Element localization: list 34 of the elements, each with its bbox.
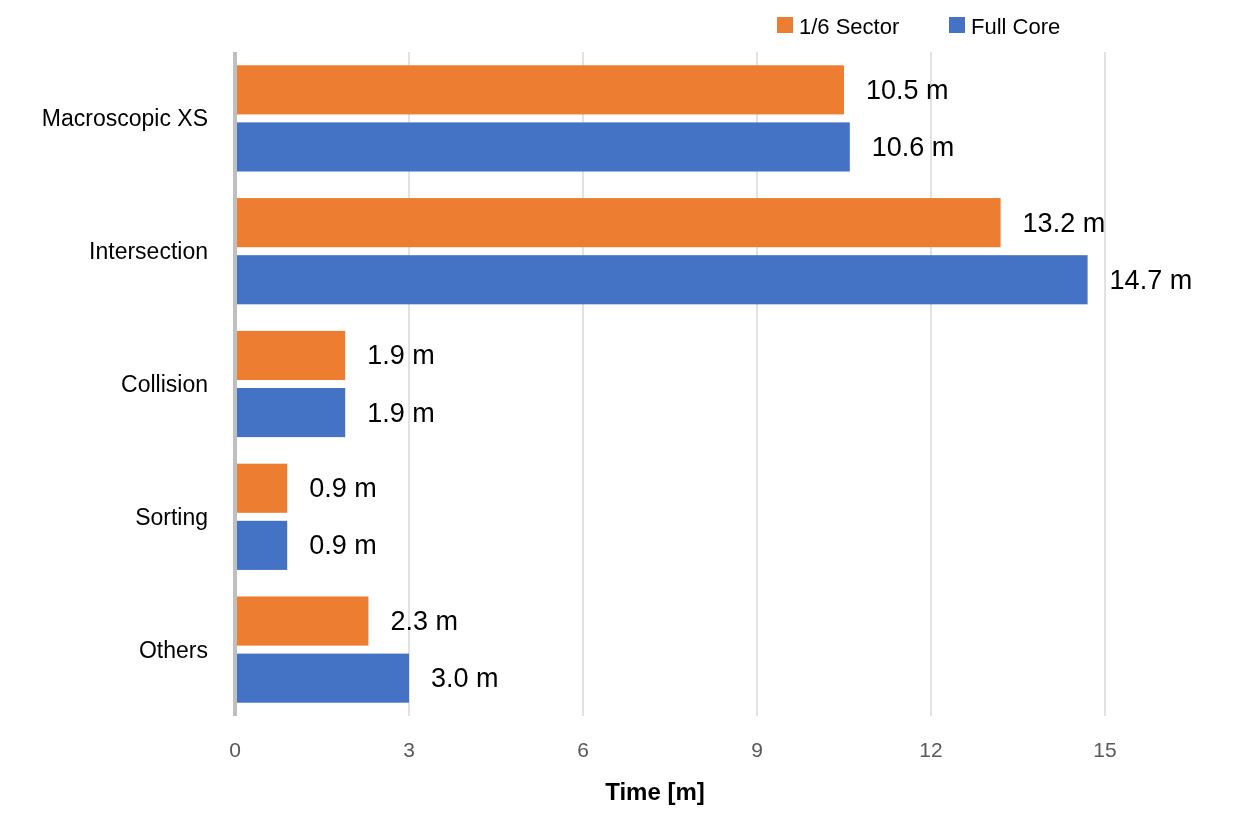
bar xyxy=(235,65,844,115)
bar xyxy=(235,122,850,172)
data-label: 10.5 m xyxy=(866,74,949,105)
bar xyxy=(235,388,346,438)
x-tick-label: 6 xyxy=(577,738,589,761)
y-tick-label: Sorting xyxy=(135,503,208,530)
data-label: 10.6 m xyxy=(871,131,955,162)
data-label: 3.0 m xyxy=(431,663,499,694)
bar xyxy=(235,255,1088,305)
x-axis-title: Time [m] xyxy=(605,778,705,805)
data-label: 0.9 m xyxy=(309,530,377,561)
x-tick-label: 3 xyxy=(403,738,415,761)
data-label: 0.9 m xyxy=(309,473,377,504)
y-tick-label: Collision xyxy=(121,371,208,397)
x-tick-label: 9 xyxy=(751,738,763,761)
bar xyxy=(235,596,369,646)
data-label: 1.9 m xyxy=(367,340,435,371)
legend-label: Full Core xyxy=(971,13,1061,39)
legend-label: 1/6 Sector xyxy=(799,13,900,39)
y-tick-label: Others xyxy=(138,636,208,663)
x-tick-label: 15 xyxy=(1093,738,1117,761)
x-tick-label: 0 xyxy=(229,738,241,761)
bar xyxy=(235,653,409,703)
y-tick-label: Macroscopic XS xyxy=(41,105,208,132)
bar xyxy=(235,198,1001,248)
bar xyxy=(235,520,288,570)
bar xyxy=(235,330,346,380)
data-label: 1.9 m xyxy=(367,397,435,428)
data-label: 2.3 m xyxy=(390,606,458,637)
data-label: 13.2 m xyxy=(1022,207,1106,238)
y-tick-label: Intersection xyxy=(89,238,208,265)
bar xyxy=(235,463,288,513)
data-label: 14.7 m xyxy=(1109,264,1193,295)
x-tick-label: 12 xyxy=(919,738,943,761)
